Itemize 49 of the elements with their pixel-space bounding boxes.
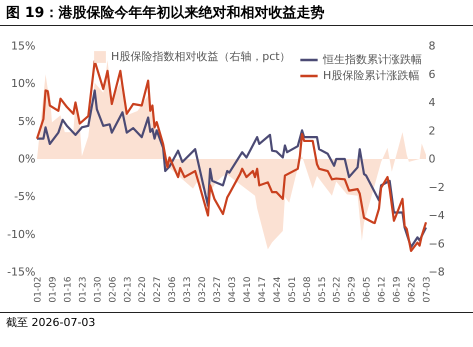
y2-tick-label: −6 — [428, 237, 445, 250]
x-tick-label: 04-17 — [258, 276, 268, 303]
x-tick-label: 05-01 — [288, 276, 298, 303]
x-tick-label: 04-10 — [242, 276, 253, 303]
x-tick-label: 01-30 — [93, 276, 104, 303]
x-tick-label: 06-12 — [378, 276, 388, 303]
text: 截至 2026-07-03 — [0, 312, 473, 332]
x-tick-label: 06-05 — [362, 276, 373, 303]
x-tick-label: 02-20 — [138, 276, 148, 303]
y2-tick-label: 8 — [428, 40, 436, 52]
x-tick-label: 03-20 — [198, 276, 208, 303]
y-tick-label: -10% — [7, 228, 36, 241]
x-tick-label: 05-29 — [348, 276, 358, 303]
x-tick-label: 01-02 — [34, 276, 44, 303]
x-tick-label: 04-24 — [272, 276, 283, 303]
x-tick-label: 05-15 — [318, 276, 328, 303]
x-tick-label: 01-09 — [48, 276, 58, 303]
legend-label: 恒生指数累计涨跌幅 — [322, 53, 422, 66]
x-tick-label: 06-26 — [408, 276, 418, 303]
y-tick-label: 0% — [18, 152, 36, 166]
x-tick-label: 07-03 — [422, 276, 432, 303]
y2-tick-label: −4 — [428, 209, 445, 222]
x-tick-label: 05-08 — [302, 276, 313, 303]
x-tick-label: 02-27 — [153, 276, 164, 303]
y2-tick-label: 2 — [428, 124, 436, 138]
y-tick-label: 15% — [11, 40, 36, 52]
x-tick-label: 02-13 — [123, 276, 134, 303]
x-tick-label: 03-13 — [183, 276, 194, 303]
x-tick-label: 01-23 — [78, 276, 88, 303]
y-tick-label: 5% — [18, 114, 36, 128]
y-tick-label: 10% — [11, 77, 36, 90]
legend-label: H股保险指数相对收益（右轴，pct） — [111, 50, 291, 63]
x-tick-label: 05-22 — [332, 276, 343, 303]
x-tick-label: 06-19 — [392, 276, 403, 303]
x-tick-label: 01-16 — [63, 276, 74, 303]
x-tick-label: 04-03 — [228, 276, 238, 303]
x-tick-label: 02-06 — [108, 276, 118, 303]
y-tick-label: -15% — [7, 266, 36, 278]
line-series — [36, 89, 428, 248]
x-tick-label: 03-06 — [168, 276, 178, 303]
chart-title: 图 19：港股保险今年年初以来绝对和相对收益走势 — [0, 0, 473, 26]
y2-tick-label: 0 — [428, 152, 436, 166]
y2-tick-label: −8 — [428, 266, 445, 278]
legend-label: H股保险累计涨跌幅 — [323, 69, 420, 82]
y2-tick-label: −2 — [428, 180, 445, 194]
y2-tick-label: 6 — [428, 68, 436, 81]
x-tick-label: 03-27 — [213, 276, 224, 303]
y-tick-label: -5% — [14, 190, 36, 204]
y2-tick-label: 4 — [428, 96, 436, 109]
